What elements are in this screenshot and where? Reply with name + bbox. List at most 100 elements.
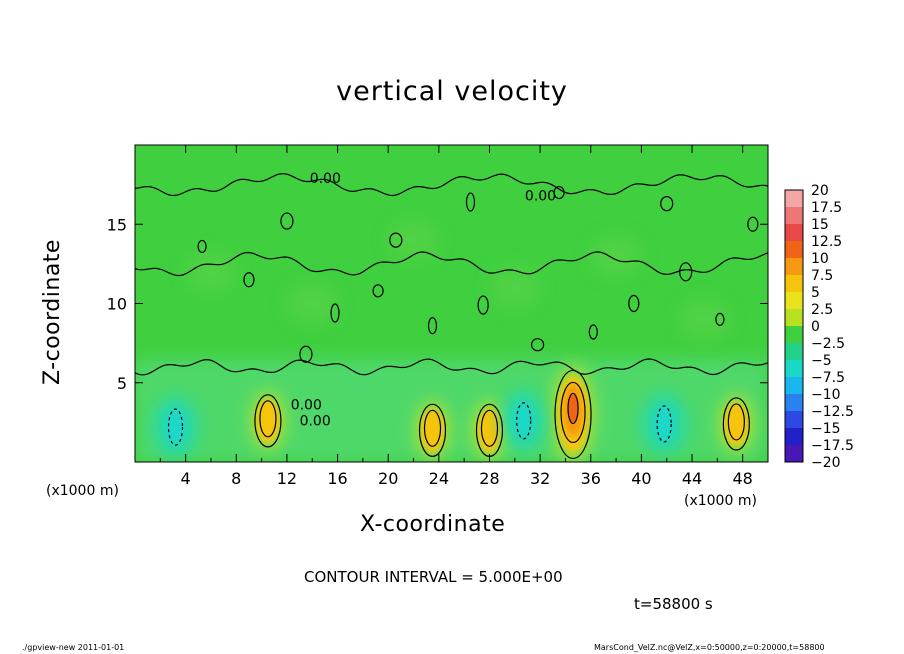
contour-eddy-8 (530, 338, 545, 352)
x-unit-label-right: (x1000 m) (684, 493, 757, 509)
contour-label-1: 0.00 (291, 398, 322, 414)
contour-eddy-6 (427, 317, 438, 335)
updraft-peak-0 (568, 394, 579, 423)
contour-neg5-downdraft-7 (656, 405, 672, 443)
colorbar-segment-4 (785, 258, 803, 275)
upper-pattern-2 (387, 218, 440, 263)
colorbar-label-1: 17.5 (811, 200, 842, 216)
colorbar-segment-0 (785, 190, 803, 207)
contour-zero-updraft-0 (554, 369, 592, 460)
footer-data-source: MarsCond_VelZ.nc@VelZ,x=0:50000,z=0:2000… (594, 643, 825, 652)
contour-eddy-16 (553, 185, 565, 200)
x-tick-label-8: 8 (231, 469, 241, 488)
contour-eddy-11 (679, 262, 693, 282)
x-tick-label-28: 28 (479, 469, 499, 488)
colorbar-label-0: 20 (811, 183, 829, 199)
colorbar-segment-6 (785, 292, 803, 309)
colorbar-label-12: −10 (811, 387, 841, 403)
colorbar-label-13: −12.5 (811, 404, 854, 420)
colorbar-label-7: 2.5 (811, 302, 833, 318)
colorbar-segment-12 (785, 394, 803, 411)
contour-5-updraft-4 (480, 409, 499, 447)
contour-label-2: 0.00 (310, 171, 341, 187)
contour-5-updraft-2 (727, 403, 745, 441)
contour-zero-wave-0 (135, 358, 768, 376)
footer-program-date: ./gpview-new 2011-01-01 (22, 643, 125, 652)
downdraft-core-5 (165, 409, 186, 446)
contour-eddy-3 (330, 303, 340, 323)
contour-zero-updraft-3 (418, 403, 447, 457)
y-tick-label-10: 10 (107, 295, 127, 314)
contour-eddy-2 (280, 212, 294, 230)
contour-eddy-7 (477, 295, 489, 315)
y-tick-label-5: 5 (117, 374, 127, 393)
colorbar-label-2: 15 (811, 217, 829, 233)
colorbar-segment-11 (785, 377, 803, 394)
x-axis-label: X-coordinate (360, 512, 506, 537)
contour-eddy-0 (197, 239, 207, 254)
contour-interval-label: CONTOUR INTERVAL = 5.000E+00 (304, 568, 563, 586)
contour-eddy-12 (715, 312, 725, 326)
downdraft-core-6 (513, 402, 534, 439)
contour-zero-updraft-1 (254, 394, 282, 448)
contour-eddy-5 (389, 232, 403, 248)
colorbar-label-6: 5 (811, 285, 820, 301)
x-tick-label-32: 32 (530, 469, 550, 488)
x-tick-label-40: 40 (631, 469, 651, 488)
colorbar-frame (784, 189, 804, 463)
upper-pattern-1 (286, 281, 339, 326)
contour-eddy-10 (628, 294, 640, 313)
upper-pattern-5 (678, 297, 731, 342)
contour-eddy-17 (660, 196, 674, 212)
contour-label-0: 0.00 (300, 414, 331, 430)
upper-pattern-4 (590, 233, 643, 278)
colorbar: 2017.51512.5107.552.50−2.5−5−7.5−10−12.5… (784, 183, 854, 471)
colorbar-label-9: −2.5 (811, 336, 845, 352)
colorbar-label-14: −15 (811, 421, 841, 437)
x-tick-label-4: 4 (181, 469, 191, 488)
colorbar-label-15: −17.5 (811, 438, 854, 454)
colorbar-label-10: −5 (811, 353, 832, 369)
x-unit-label-left: (x1000 m) (46, 483, 119, 499)
colorbar-label-11: −7.5 (811, 370, 845, 386)
contour-eddy-14 (299, 345, 313, 363)
colorbar-label-16: −20 (811, 455, 841, 471)
colorbar-segment-10 (785, 360, 803, 377)
chart-title: vertical velocity (336, 76, 568, 107)
contour-zero-wave-2 (135, 173, 768, 197)
contour-5-updraft-1 (259, 400, 277, 438)
x-tick-label-20: 20 (378, 469, 398, 488)
colorbar-segment-8 (785, 326, 803, 343)
colorbar-segment-2 (785, 224, 803, 241)
upper-pattern-3 (488, 265, 541, 310)
contour-eddy-9 (588, 324, 598, 340)
colorbar-label-8: 0 (811, 319, 820, 335)
contour-zero-wave-1 (135, 251, 768, 277)
contour-label-3: 0.00 (525, 188, 556, 204)
x-tick-label-12: 12 (277, 469, 297, 488)
time-label: t=58800 s (634, 595, 713, 613)
colorbar-label-3: 12.5 (811, 234, 842, 250)
x-tick-label-48: 48 (733, 469, 753, 488)
x-tick-label-24: 24 (429, 469, 449, 488)
contour-lines: 0.000.000.000.00 (135, 171, 768, 460)
velocity-field (135, 145, 768, 462)
contour-neg5-downdraft-5 (167, 408, 184, 446)
colorbar-label-5: 7.5 (811, 268, 833, 284)
contour-eddy-15 (465, 192, 476, 212)
contour-5-updraft-0 (560, 381, 586, 444)
contour-eddy-1 (243, 272, 255, 288)
colorbar-segment-14 (785, 428, 803, 445)
x-tick-label-36: 36 (581, 469, 601, 488)
downdraft-core-7 (654, 405, 675, 442)
upper-pattern-0 (184, 249, 237, 294)
contour-eddy-4 (372, 284, 384, 298)
contour-10-updraft-0 (567, 392, 579, 425)
colorbar-segment-3 (785, 241, 803, 258)
colorbar-label-4: 10 (811, 251, 829, 267)
x-tick-label-16: 16 (327, 469, 347, 488)
colorbar-segment-15 (785, 445, 803, 462)
x-tick-label-44: 44 (682, 469, 702, 488)
